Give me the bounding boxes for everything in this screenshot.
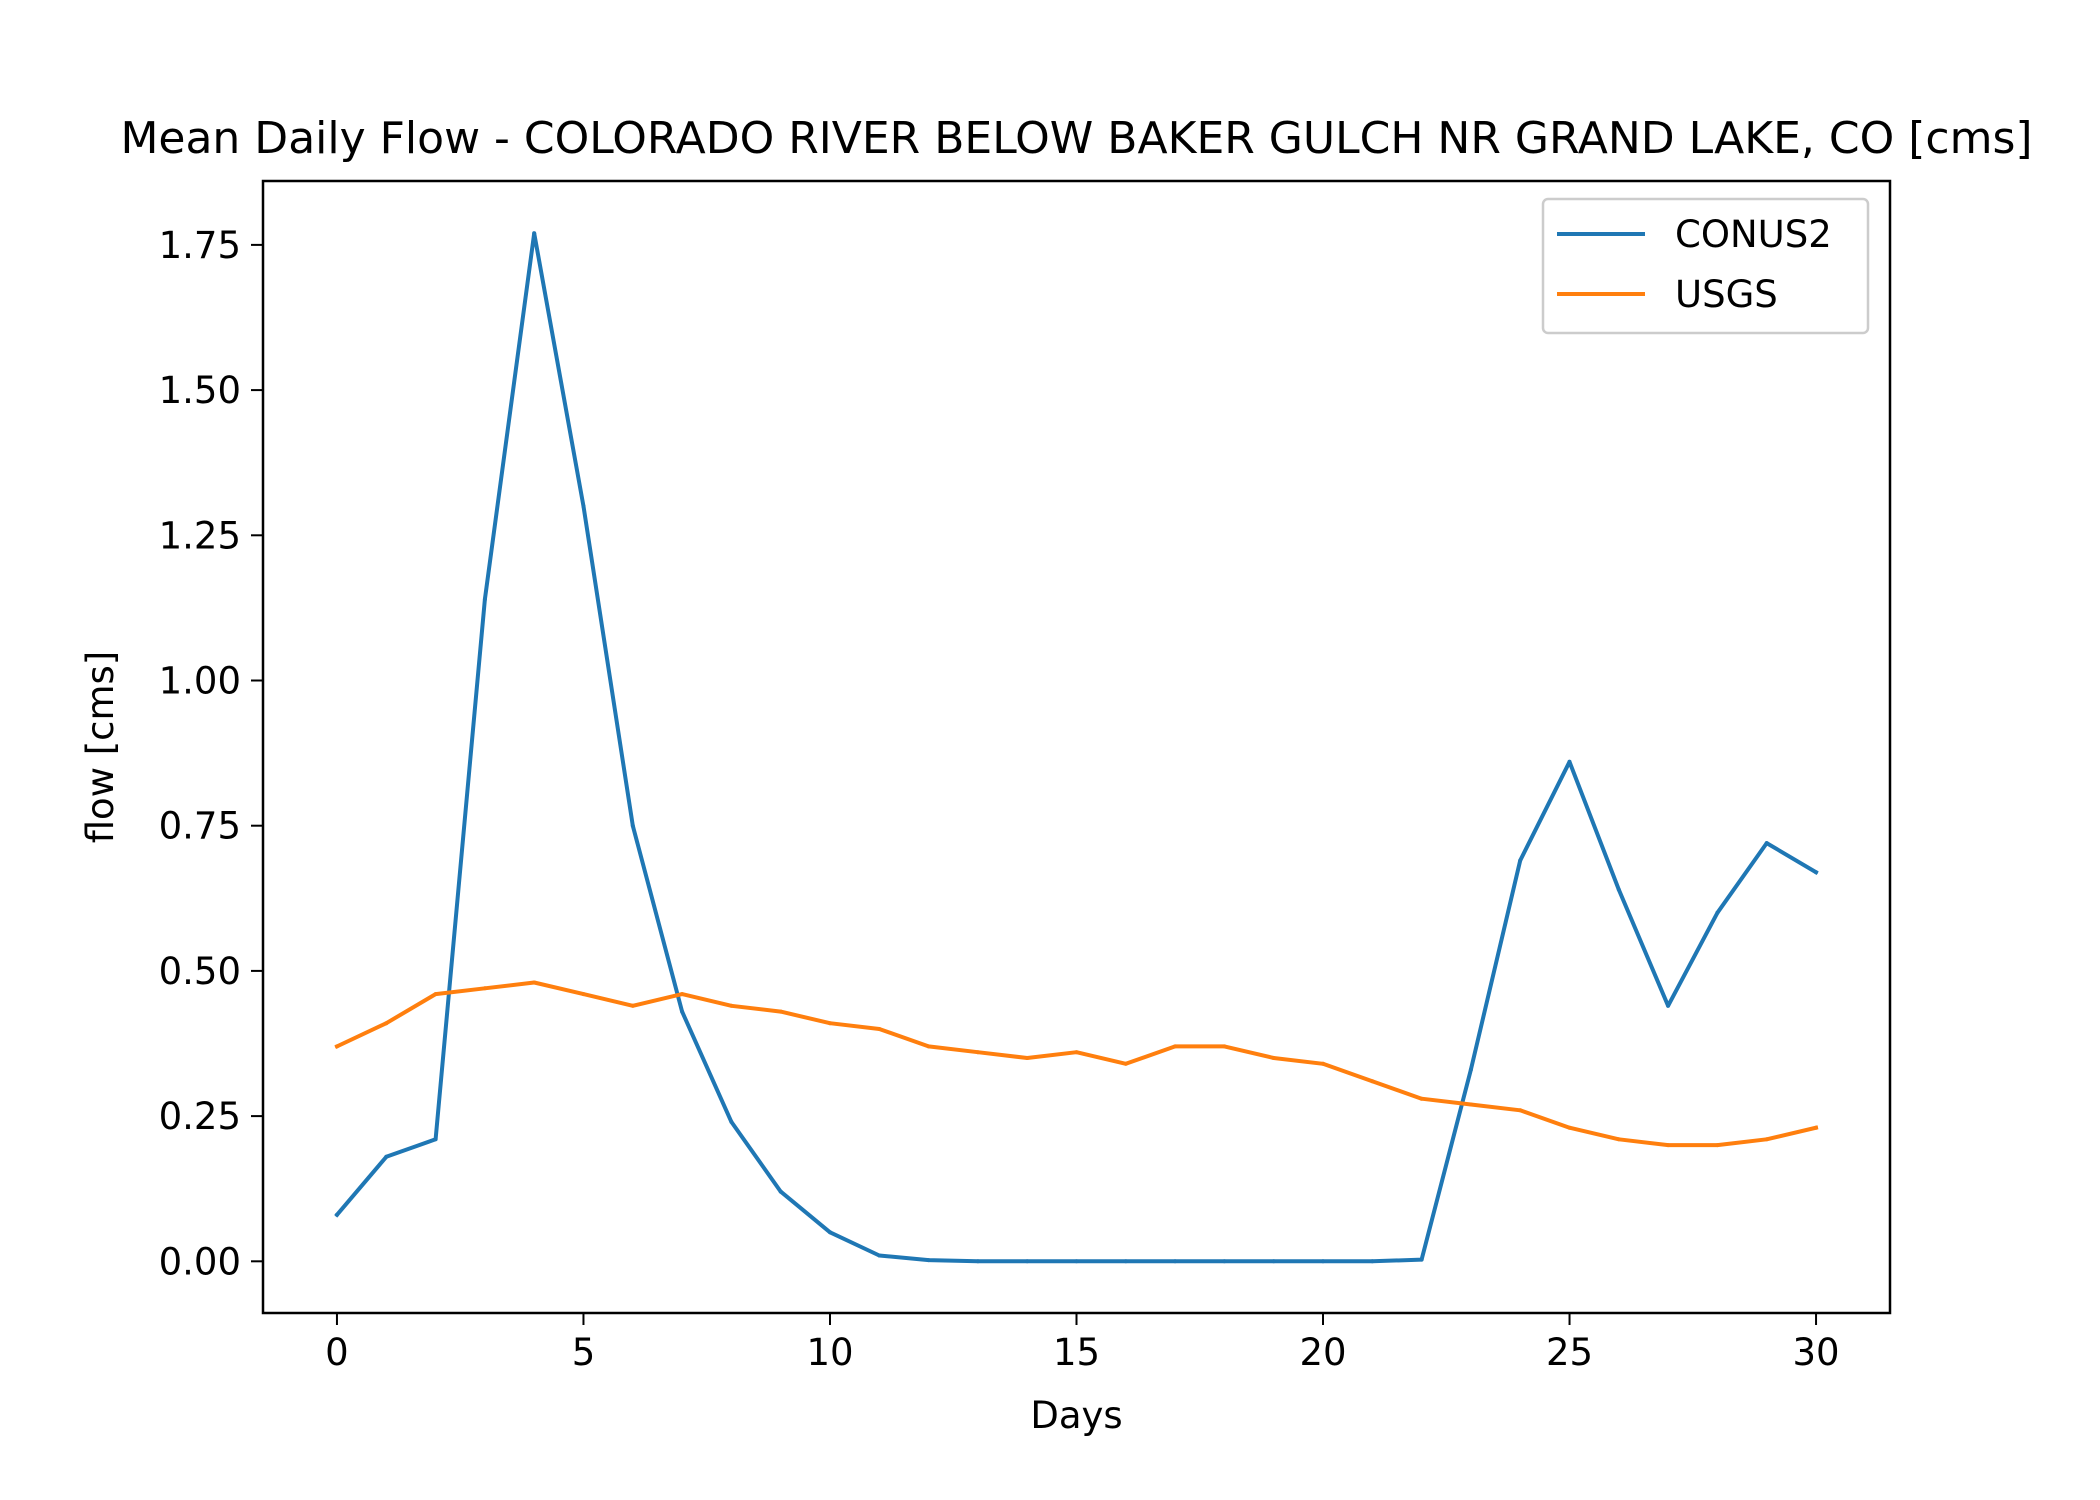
data-point-conus2-17	[1173, 1259, 1178, 1264]
data-point-usgs-13	[975, 1050, 980, 1055]
y-tick-label: 1.50	[159, 369, 241, 412]
data-point-conus2-20	[1321, 1259, 1325, 1264]
data-point-usgs-23	[1468, 1102, 1473, 1107]
legend: CONUS2 USGS	[1541, 197, 1870, 335]
chart-title: Mean Daily Flow - COLORADO RIVER BELOW B…	[120, 113, 2032, 164]
y-tick-label: 0.00	[159, 1240, 241, 1283]
data-point-conus2-19	[1271, 1259, 1276, 1264]
data-point-usgs-0	[335, 1044, 339, 1049]
data-point-usgs-12	[926, 1044, 931, 1049]
y-tick-label: 1.25	[159, 514, 241, 557]
data-point-conus2-3	[482, 597, 487, 602]
data-point-usgs-14	[1025, 1056, 1030, 1060]
data-point-conus2-26	[1616, 887, 1621, 892]
data-point-usgs-5	[581, 992, 586, 997]
data-point-conus2-28	[1715, 910, 1720, 915]
data-point-conus2-30	[1814, 870, 1818, 875]
data-point-usgs-3	[482, 986, 487, 991]
data-point-usgs-21	[1370, 1079, 1375, 1084]
data-point-usgs-22	[1419, 1096, 1424, 1101]
series-line-usgs	[334, 980, 1819, 1148]
data-point-usgs-10	[828, 1021, 832, 1026]
data-point-usgs-17	[1173, 1044, 1178, 1049]
data-point-usgs-26	[1616, 1137, 1621, 1142]
x-tick-label: 5	[572, 1331, 596, 1374]
data-point-conus2-9	[778, 1189, 783, 1194]
axis-labels: Days flow [cms]	[79, 651, 1123, 1437]
data-point-conus2-0	[335, 1212, 339, 1217]
data-point-conus2-27	[1666, 1003, 1671, 1008]
data-point-conus2-21	[1370, 1259, 1375, 1264]
data-point-usgs-25	[1567, 1125, 1572, 1130]
chart-title-group: Mean Daily Flow - COLORADO RIVER BELOW B…	[120, 113, 2032, 164]
legend-label-conus2: CONUS2	[1675, 213, 1832, 256]
y-tick-label: 0.50	[159, 950, 241, 993]
data-point-conus2-18	[1222, 1259, 1227, 1264]
x-axis-ticks: 0 5 10 15 20 25 30	[325, 1313, 1840, 1374]
x-tick-label: 20	[1299, 1331, 1346, 1374]
data-point-usgs-18	[1222, 1044, 1227, 1049]
data-point-usgs-6	[630, 1003, 635, 1008]
data-point-conus2-25	[1567, 759, 1572, 764]
data-point-conus2-14	[1025, 1259, 1030, 1264]
x-tick-label: 0	[325, 1331, 349, 1374]
y-tick-label: 1.75	[159, 224, 241, 267]
data-point-usgs-9	[778, 1009, 783, 1014]
data-point-usgs-15	[1074, 1050, 1079, 1055]
y-tick-label: 1.00	[159, 659, 241, 702]
data-point-usgs-24	[1518, 1108, 1523, 1113]
data-point-usgs-29	[1764, 1137, 1769, 1142]
data-point-conus2-7	[680, 1009, 685, 1014]
data-point-usgs-19	[1271, 1056, 1276, 1060]
x-tick-label: 25	[1546, 1331, 1593, 1374]
data-point-conus2-5	[581, 504, 586, 509]
data-point-usgs-7	[680, 992, 685, 997]
data-point-usgs-28	[1715, 1143, 1720, 1148]
data-point-conus2-15	[1074, 1259, 1079, 1264]
x-tick-label: 10	[806, 1331, 853, 1374]
data-point-usgs-4	[532, 980, 537, 985]
data-point-usgs-11	[877, 1027, 882, 1031]
data-point-usgs-27	[1666, 1143, 1671, 1148]
data-point-conus2-8	[729, 1119, 734, 1124]
data-point-conus2-24	[1518, 858, 1523, 863]
data-point-conus2-6	[630, 823, 635, 828]
series-line-conus2	[334, 231, 1819, 1264]
y-tick-label: 0.25	[159, 1095, 241, 1138]
x-tick-label: 15	[1053, 1331, 1100, 1374]
x-axis-label: Days	[1030, 1394, 1122, 1437]
data-point-conus2-10	[828, 1230, 832, 1235]
data-point-conus2-12	[926, 1258, 931, 1263]
y-axis-label: flow [cms]	[79, 651, 122, 844]
data-point-conus2-29	[1764, 841, 1769, 846]
legend-label-usgs: USGS	[1675, 273, 1778, 316]
data-point-conus2-1	[384, 1154, 389, 1159]
data-point-usgs-20	[1321, 1061, 1325, 1066]
data-point-conus2-23	[1468, 1067, 1473, 1072]
data-point-conus2-22	[1419, 1257, 1424, 1262]
data-point-usgs-30	[1814, 1125, 1818, 1130]
data-point-conus2-11	[877, 1253, 882, 1258]
series-group	[334, 231, 1819, 1264]
data-point-conus2-4	[532, 231, 537, 236]
y-tick-label: 0.75	[159, 805, 241, 848]
data-point-usgs-2	[433, 992, 438, 997]
data-point-usgs-8	[729, 1003, 734, 1008]
x-tick-label: 30	[1792, 1331, 1839, 1374]
data-point-conus2-16	[1123, 1259, 1128, 1264]
data-point-conus2-2	[433, 1137, 438, 1142]
data-point-conus2-13	[975, 1259, 980, 1264]
y-axis-ticks: 0.00 0.25 0.50 0.75 1.00 1.25 1.50 1.75	[159, 224, 263, 1283]
data-point-usgs-1	[384, 1021, 389, 1026]
data-point-usgs-16	[1123, 1061, 1128, 1066]
